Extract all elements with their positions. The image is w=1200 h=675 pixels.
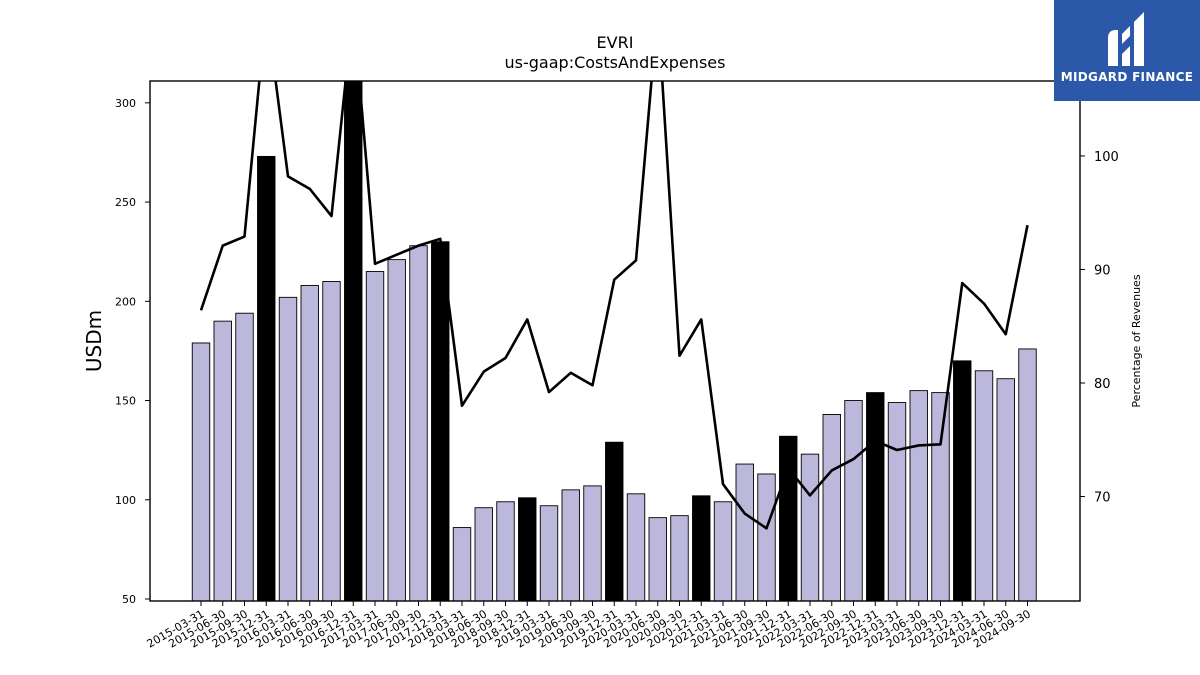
bar-2024-03-31 xyxy=(974,370,994,601)
logo-text: MIDGARD FINANCE xyxy=(1060,70,1194,84)
bar-2017-03-31 xyxy=(365,271,385,601)
chart-title: EVRI xyxy=(596,33,634,52)
bar-2023-06-30 xyxy=(909,390,928,601)
chart-subtitle: us-gaap:CostsAndExpenses xyxy=(504,53,726,72)
y2-tick-label: 90 xyxy=(1094,263,1111,278)
bar-2018-06-30 xyxy=(474,507,493,601)
bar-2019-06-30 xyxy=(561,489,580,601)
y-tick-label: 150 xyxy=(115,395,136,408)
bar-2022-12-31 xyxy=(866,392,885,601)
bar-2015-09-30 xyxy=(235,312,254,601)
bar-2017-09-30 xyxy=(409,245,428,601)
bar-2015-03-31 xyxy=(191,342,211,601)
bar-2017-06-30 xyxy=(387,259,406,601)
bar-2022-03-31 xyxy=(800,453,820,601)
y2-tick-label: 70 xyxy=(1094,491,1111,506)
y2-tick-label: 100 xyxy=(1094,150,1119,165)
y2-tick-label: 80 xyxy=(1094,377,1111,392)
y2-axis-label: Percentage of Revenues xyxy=(1130,274,1143,407)
y-tick-label: 300 xyxy=(115,97,136,110)
bar-2020-09-30 xyxy=(670,515,689,601)
bar-2022-06-30 xyxy=(822,413,841,601)
bar-2015-12-31 xyxy=(257,155,276,601)
bar-2021-03-31 xyxy=(713,501,733,601)
bar-2023-03-31 xyxy=(887,402,907,601)
bar-2016-03-31 xyxy=(278,296,298,601)
y-tick-label: 250 xyxy=(115,196,136,209)
bar-2020-06-30 xyxy=(648,517,667,601)
bar-2018-12-31 xyxy=(518,497,537,601)
bar-2018-09-30 xyxy=(496,501,515,601)
y-tick-label: 50 xyxy=(122,593,136,606)
percentage-line-series xyxy=(199,81,1029,530)
bar-2021-12-31 xyxy=(779,435,798,601)
bar-2023-12-31 xyxy=(953,360,972,601)
midgard-logo-icon xyxy=(1108,12,1144,66)
bar-2020-12-31 xyxy=(692,495,711,601)
bar-2019-09-30 xyxy=(583,485,602,601)
bar-2020-03-31 xyxy=(626,493,646,601)
bar-2018-03-31 xyxy=(452,527,472,601)
bar-2022-09-30 xyxy=(844,400,863,601)
bar-2015-06-30 xyxy=(213,320,232,601)
y-tick-label: 100 xyxy=(115,494,136,507)
bar-2023-09-30 xyxy=(931,392,950,601)
bar-2024-06-30 xyxy=(996,378,1015,601)
bar-2016-09-30 xyxy=(322,281,341,601)
bar-2016-06-30 xyxy=(300,284,319,601)
bar-series xyxy=(191,81,1037,601)
percentage-line xyxy=(199,81,1029,530)
bar-2021-09-30 xyxy=(757,473,776,601)
brand-logo: MIDGARD FINANCE xyxy=(1054,0,1200,101)
bar-2024-09-30 xyxy=(1018,348,1037,601)
axes: 501001502002503007080901002015-03-312015… xyxy=(82,80,1143,651)
bar-2021-06-30 xyxy=(735,463,754,601)
plot-frame xyxy=(149,80,1081,602)
y-tick-label: 200 xyxy=(115,295,136,308)
bar-2019-03-31 xyxy=(539,505,559,601)
bar-2019-12-31 xyxy=(605,441,624,601)
y-axis-label: USDm xyxy=(82,310,106,372)
bar-2016-12-31 xyxy=(344,81,363,601)
